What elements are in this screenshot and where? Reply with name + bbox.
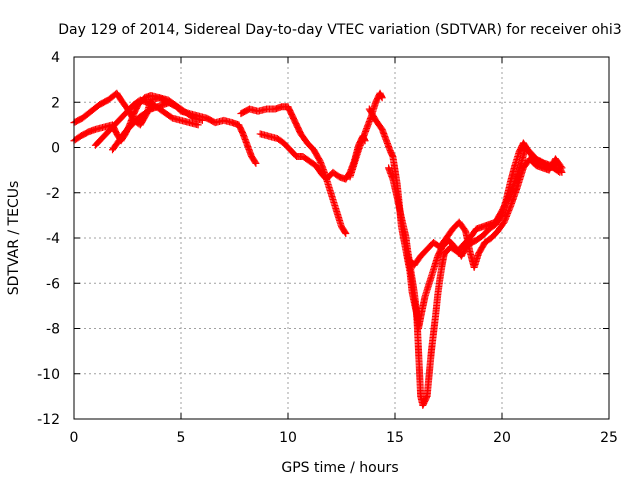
- y-tick-label: -2: [46, 186, 60, 202]
- y-tick-label: -4: [46, 231, 60, 247]
- series-arc: [346, 89, 386, 181]
- y-tick-label: -8: [46, 322, 60, 338]
- tick-labels: 0 5 10 15 20 25 -12 -10 -8 -6 -4 -2 0 2 4: [37, 50, 618, 446]
- y-tick-label: 4: [51, 50, 60, 66]
- data-point-marker: [178, 106, 186, 114]
- series-arc: [91, 96, 202, 149]
- x-tick-label: 0: [70, 430, 79, 446]
- x-tick-label: 15: [386, 430, 404, 446]
- data-point-marker: [378, 94, 386, 102]
- x-tick-label: 25: [600, 430, 618, 446]
- y-tick-label: -10: [37, 367, 60, 383]
- data-point-marker: [342, 229, 350, 237]
- data-point-marker: [341, 228, 349, 236]
- x-axis-title: GPS time / hours: [281, 460, 398, 476]
- plot-frame: [73, 56, 610, 420]
- data-point-marker: [252, 159, 260, 167]
- series-arc: [109, 98, 187, 154]
- data-point-marker: [179, 107, 187, 115]
- series-arc: [385, 144, 566, 409]
- data-point-marker: [558, 164, 566, 172]
- x-tick-label: 20: [493, 430, 511, 446]
- x-tick-label: 5: [177, 430, 186, 446]
- y-tick-label: -6: [46, 276, 60, 292]
- grid-lines: [74, 57, 609, 419]
- data-point-marker: [557, 163, 565, 171]
- y-tick-label: 0: [51, 141, 60, 157]
- y-axis-title: SDTVAR / TECUs: [6, 181, 22, 296]
- chart-title: Day 129 of 2014, Sidereal Day-to-day VTE…: [58, 22, 621, 38]
- x-tick-label: 10: [279, 430, 297, 446]
- data-point-marker: [194, 121, 202, 129]
- data-point-marker: [251, 158, 259, 166]
- y-tick-label: 2: [51, 95, 60, 111]
- series-arc: [404, 155, 566, 271]
- data-point-marker: [198, 116, 206, 124]
- y-tick-label: -12: [37, 412, 60, 428]
- data-series: [70, 89, 566, 409]
